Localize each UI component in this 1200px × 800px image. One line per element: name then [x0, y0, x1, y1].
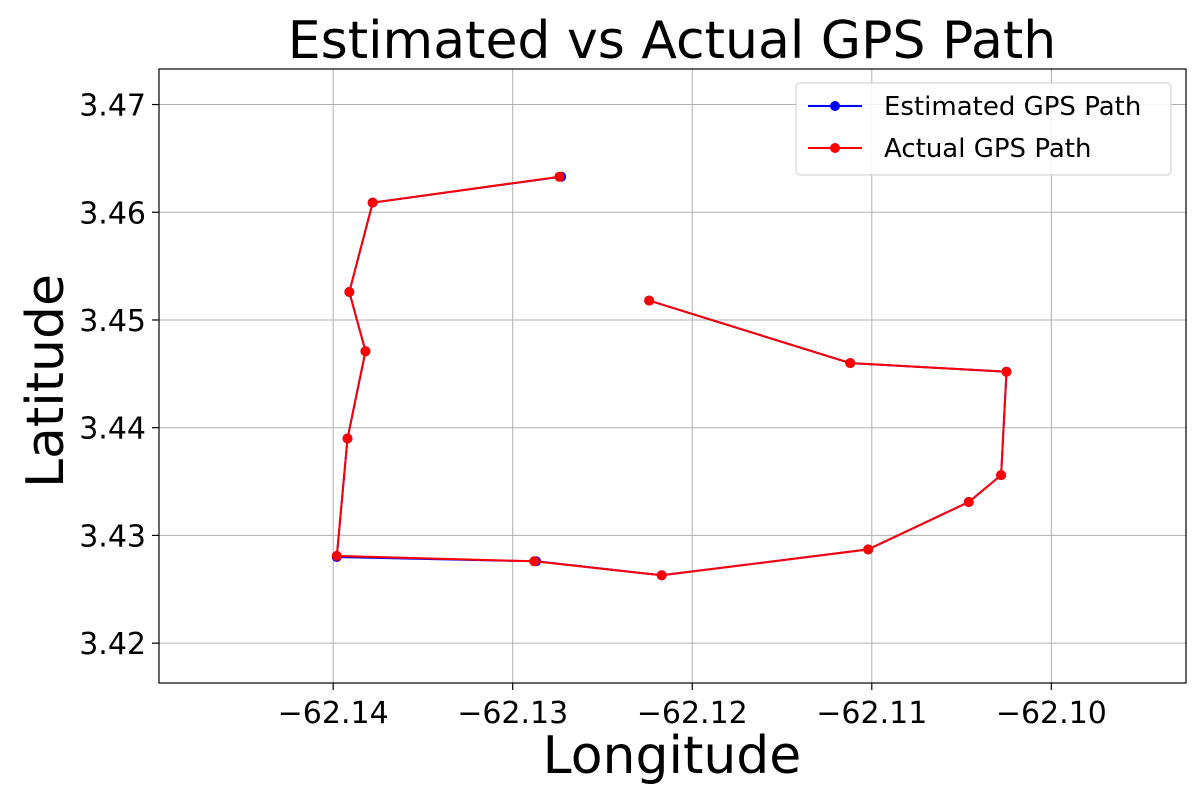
y-axis-ticks: 3.42 3.43 3.44 3.45 3.46 3.47 — [79, 89, 159, 662]
series-point-1 — [360, 346, 371, 357]
x-tick-label: −62.12 — [637, 696, 748, 731]
series-point-1 — [996, 470, 1007, 481]
series-layer — [331, 171, 1012, 581]
x-axis-label: Longitude — [543, 726, 802, 786]
y-tick-label: 3.45 — [79, 304, 146, 339]
x-tick-label: −62.13 — [457, 696, 568, 731]
series-point-1 — [367, 197, 378, 208]
y-tick-label: 3.43 — [79, 519, 146, 554]
plot-area-frame — [158, 68, 1187, 684]
series-line-1 — [335, 175, 1008, 577]
series-point-1 — [644, 295, 655, 306]
series-point-1 — [342, 433, 353, 444]
legend: Estimated GPS Path Actual GPS Path — [795, 82, 1172, 176]
series-point-1 — [656, 570, 667, 581]
legend-label-actual: Actual GPS Path — [884, 134, 1091, 164]
x-tick-label: −62.11 — [816, 696, 927, 731]
y-axis-label: Latitude — [16, 274, 76, 488]
legend-label-estimated: Estimated GPS Path — [884, 92, 1141, 122]
series-point-1 — [554, 171, 565, 182]
y-tick-label: 3.42 — [79, 627, 146, 662]
y-tick-label: 3.47 — [79, 89, 146, 124]
series-point-1 — [529, 556, 540, 567]
y-tick-label: 3.46 — [79, 196, 146, 231]
series-point-1 — [963, 497, 974, 508]
series-point-1 — [1001, 366, 1012, 377]
series-point-1 — [344, 286, 355, 297]
legend-marker-estimated — [830, 101, 840, 111]
series-point-1 — [331, 550, 342, 561]
chart-title: Estimated vs Actual GPS Path — [288, 11, 1056, 71]
x-axis-ticks: −62.14 −62.13 −62.12 −62.11 −62.10 — [278, 683, 1107, 731]
series-point-1 — [845, 358, 856, 369]
x-tick-label: −62.14 — [278, 696, 389, 731]
y-tick-label: 3.44 — [79, 412, 146, 447]
legend-marker-actual — [830, 143, 840, 153]
series-point-1 — [863, 544, 874, 555]
x-tick-label: −62.10 — [996, 696, 1107, 731]
legend-box — [795, 82, 1172, 176]
